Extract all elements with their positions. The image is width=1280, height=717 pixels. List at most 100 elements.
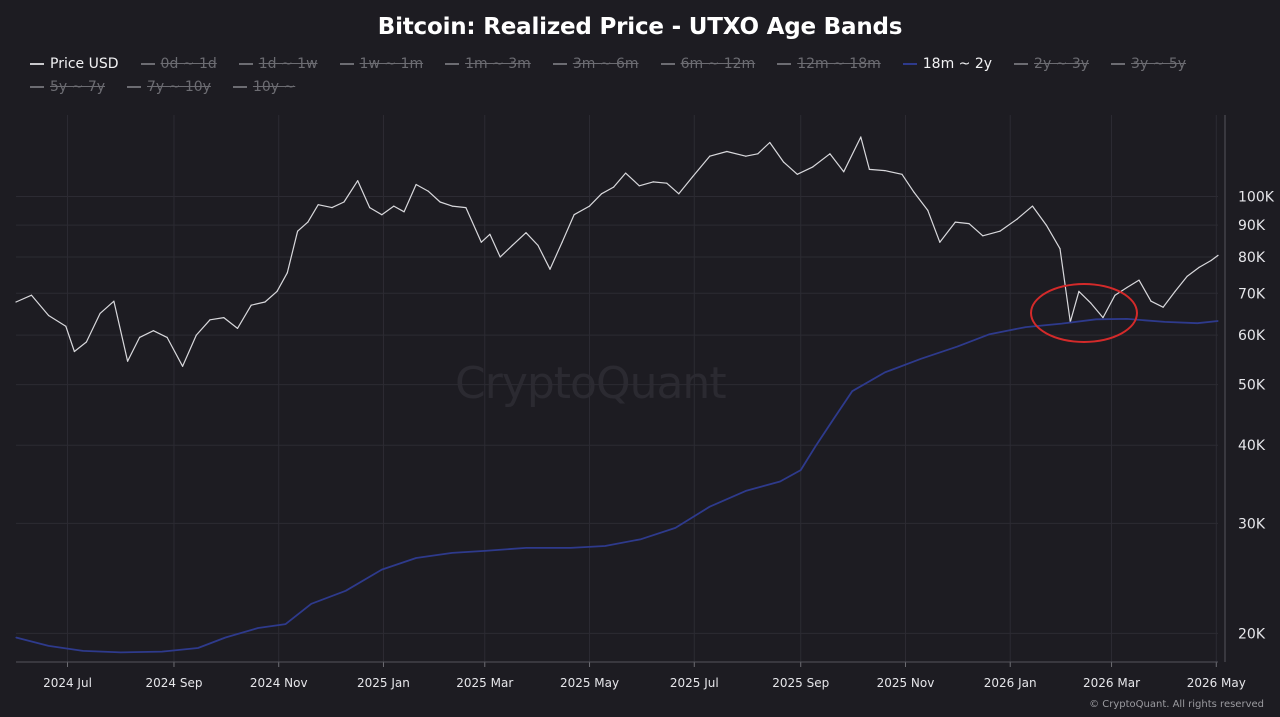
data-point-0-5	[85, 341, 87, 343]
chart-legend: Price USD 0d ~ 1d 1d ~ 1w 1w ~ 1m 1m ~ 3m 3m …	[30, 55, 1270, 96]
legend-swatch	[777, 63, 792, 65]
data-point-0-0	[15, 301, 17, 303]
data-point-0-2	[48, 314, 50, 317]
y-tick-label-7: 90K	[1238, 218, 1266, 234]
data-point-0-18	[264, 301, 266, 303]
data-point-0-52	[678, 193, 680, 195]
x-tick-label-11: 2026 May	[1187, 676, 1246, 690]
data-point-1-4	[161, 651, 163, 653]
data-point-0-65	[868, 168, 871, 170]
legend-item-11[interactable]: 5y ~ 7y	[30, 78, 105, 96]
legend-swatch	[30, 63, 44, 65]
x-tick-label-1: 2024 Sep	[145, 676, 202, 690]
legend-label: 0d ~ 1d	[160, 56, 217, 72]
legend-swatch	[552, 63, 567, 65]
data-point-0-70	[939, 241, 941, 243]
data-point-0-84	[1126, 286, 1128, 289]
data-point-0-8	[127, 360, 129, 362]
data-point-0-25	[343, 201, 345, 203]
data-point-0-71	[954, 221, 956, 223]
legend-item-8[interactable]: 18m ~ 2y	[902, 55, 993, 73]
legend-item-10[interactable]: 3y ~ 5y	[1111, 55, 1186, 73]
data-point-0-23	[317, 204, 319, 206]
data-point-0-1	[30, 294, 33, 296]
data-point-1-0	[15, 636, 17, 639]
legend-label: 1d ~ 1w	[258, 56, 318, 72]
legend-item-1[interactable]: 0d ~ 1d	[140, 55, 217, 73]
legend-item-5[interactable]: 3m ~ 6m	[552, 55, 639, 73]
legend-swatch	[660, 63, 675, 65]
legend-item-3[interactable]: 1w ~ 1m	[339, 55, 423, 73]
legend-item-4[interactable]: 1m ~ 3m	[445, 55, 531, 73]
data-point-0-20	[286, 272, 288, 274]
data-point-1-7	[257, 627, 259, 629]
data-point-0-75	[1016, 218, 1018, 220]
legend-item-12[interactable]: 7y ~ 10y	[127, 78, 211, 96]
legend-label: 7y ~ 10y	[147, 79, 211, 95]
data-point-0-78	[1059, 248, 1061, 250]
data-point-1-13	[451, 552, 453, 554]
data-point-0-43	[561, 241, 563, 243]
data-point-0-47	[613, 186, 615, 188]
data-point-1-28	[920, 358, 922, 360]
legend-item-13[interactable]: 10y ~	[232, 78, 295, 96]
legend-item-6[interactable]: 6m ~ 12m	[660, 55, 755, 73]
data-point-0-60	[796, 173, 798, 175]
data-point-1-11	[381, 569, 383, 571]
data-point-0-24	[331, 207, 333, 209]
data-point-1-8	[285, 623, 287, 625]
data-point-0-59	[783, 161, 785, 163]
data-point-0-36	[480, 241, 482, 243]
data-point-0-67	[901, 173, 903, 175]
data-point-0-32	[427, 190, 429, 192]
data-point-0-72	[968, 223, 970, 225]
annotation-circle	[1030, 283, 1138, 343]
series-line-18m-2y	[15, 318, 1219, 654]
data-point-1-19	[674, 527, 677, 529]
legend-label: 18m ~ 2y	[922, 56, 993, 72]
data-point-0-49	[638, 185, 640, 187]
legend-swatch	[902, 63, 917, 65]
x-tick-label-4: 2025 Mar	[456, 676, 513, 690]
data-point-1-15	[525, 547, 527, 549]
data-point-1-17	[604, 545, 606, 547]
legend-swatch	[232, 86, 247, 88]
data-point-0-66	[884, 170, 886, 172]
data-point-1-37	[1217, 320, 1219, 322]
data-point-0-69	[927, 209, 929, 211]
legend-swatch	[238, 63, 253, 65]
data-point-0-48	[625, 172, 627, 174]
legend-swatch	[127, 86, 142, 88]
data-point-0-28	[381, 214, 383, 216]
data-point-0-45	[588, 205, 591, 207]
data-point-0-54	[709, 155, 711, 157]
data-point-0-4	[73, 350, 75, 353]
data-point-0-37	[489, 233, 491, 235]
data-point-0-68	[913, 191, 915, 193]
data-point-1-35	[1164, 321, 1166, 323]
legend-swatch	[339, 63, 354, 65]
data-point-0-87	[1162, 306, 1164, 308]
y-tick-label-3: 50K	[1238, 378, 1266, 394]
data-point-0-34	[451, 205, 453, 207]
legend-item-0[interactable]: Price USD	[30, 55, 119, 73]
x-tick-label-9: 2026 Jan	[984, 676, 1037, 690]
legend-label: 2y ~ 3y	[1034, 56, 1090, 72]
x-tick-label-6: 2025 Jul	[670, 676, 719, 690]
data-point-0-42	[549, 268, 551, 270]
data-point-0-88	[1174, 290, 1176, 292]
y-tick-label-6: 80K	[1238, 250, 1266, 266]
legend-item-9[interactable]: 2y ~ 3y	[1014, 55, 1089, 73]
x-tick-label-7: 2025 Sep	[772, 676, 829, 690]
data-point-0-85	[1138, 279, 1140, 281]
data-point-0-91	[1210, 259, 1212, 262]
data-point-1-20	[709, 506, 711, 508]
legend-item-2[interactable]: 1d ~ 1w	[238, 55, 318, 73]
legend-item-7[interactable]: 12m ~ 18m	[777, 55, 881, 73]
series-line-price-usd	[15, 136, 1219, 367]
data-point-0-50	[652, 181, 654, 183]
y-tick-label-4: 60K	[1238, 328, 1266, 344]
data-point-1-31	[1025, 326, 1027, 328]
data-point-0-13	[195, 334, 197, 336]
data-point-0-44	[573, 214, 575, 216]
